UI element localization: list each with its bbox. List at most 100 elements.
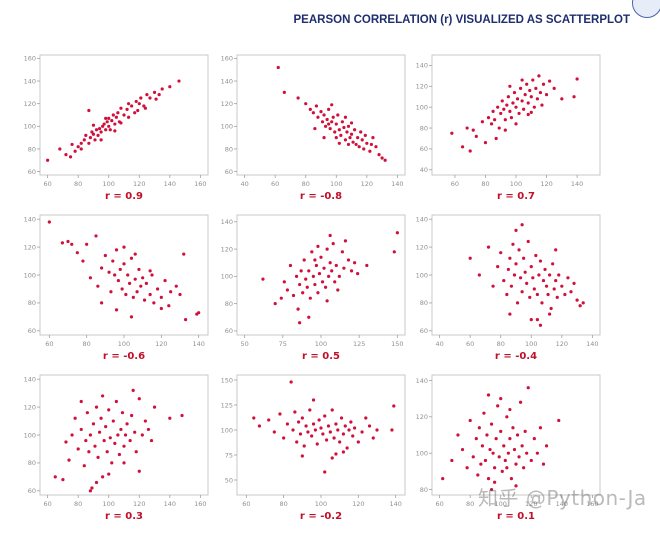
data-point xyxy=(343,424,347,428)
data-point xyxy=(91,422,96,426)
data-point xyxy=(334,136,338,140)
data-point xyxy=(311,398,316,402)
data-point xyxy=(114,399,118,404)
data-point xyxy=(468,418,472,423)
data-point xyxy=(70,433,74,437)
data-point xyxy=(119,121,123,125)
data-point xyxy=(96,284,100,288)
x-tick-label: 100 xyxy=(510,180,522,188)
data-point xyxy=(572,95,576,99)
data-point xyxy=(85,242,89,246)
x-tick-label: 160 xyxy=(194,500,206,508)
y-tick-label: 140 xyxy=(24,77,36,85)
data-point xyxy=(343,138,348,142)
data-point xyxy=(529,265,533,269)
x-tick-label: 80 xyxy=(302,180,310,188)
data-point xyxy=(148,96,152,100)
data-point xyxy=(159,306,163,311)
data-point xyxy=(73,416,77,420)
data-point xyxy=(554,248,558,252)
data-point xyxy=(70,242,74,246)
data-point xyxy=(338,440,342,444)
data-point xyxy=(84,133,88,137)
data-point xyxy=(497,455,501,459)
y-tick-label: 140 xyxy=(221,77,233,85)
data-point xyxy=(511,242,515,246)
x-tick-label: 40 xyxy=(240,180,248,188)
data-point xyxy=(356,272,360,276)
data-point xyxy=(102,122,106,126)
data-point xyxy=(168,416,172,420)
data-point xyxy=(101,394,105,398)
data-point xyxy=(339,133,343,137)
data-point xyxy=(319,255,323,259)
data-point xyxy=(308,107,312,111)
y-tick-label: 80 xyxy=(28,459,36,467)
data-point xyxy=(325,438,329,442)
data-point xyxy=(64,153,68,157)
data-point xyxy=(544,444,549,448)
data-point xyxy=(144,281,148,285)
data-point xyxy=(371,436,375,440)
data-point xyxy=(79,147,83,151)
x-tick-label: 140 xyxy=(571,180,583,188)
data-point xyxy=(500,99,504,103)
data-point xyxy=(482,411,486,415)
data-point xyxy=(130,104,134,108)
data-point xyxy=(557,418,561,423)
data-point xyxy=(87,108,91,113)
data-point xyxy=(320,280,325,284)
data-point xyxy=(333,130,337,134)
x-tick-label: 140 xyxy=(164,180,176,188)
data-point xyxy=(118,267,122,272)
data-point xyxy=(336,113,340,117)
data-point xyxy=(543,267,547,272)
data-point xyxy=(499,397,503,401)
data-point xyxy=(134,450,138,454)
data-point xyxy=(515,433,520,437)
data-point xyxy=(456,433,460,437)
data-point xyxy=(496,265,500,269)
data-point xyxy=(167,304,171,308)
data-point xyxy=(508,312,512,316)
data-point xyxy=(499,251,503,255)
data-point xyxy=(305,285,309,289)
data-point xyxy=(150,273,154,277)
data-point xyxy=(128,281,132,285)
data-point xyxy=(300,416,304,420)
data-point xyxy=(337,128,341,132)
data-point xyxy=(486,245,491,249)
data-point xyxy=(450,458,454,463)
data-point xyxy=(88,276,92,280)
data-point xyxy=(135,290,139,294)
y-tick-label: 120 xyxy=(416,413,428,421)
y-tick-label: 100 xyxy=(24,271,36,279)
data-point xyxy=(535,97,539,101)
data-point xyxy=(152,405,157,409)
data-point xyxy=(334,422,338,426)
x-tick-label: 140 xyxy=(556,500,568,508)
data-point xyxy=(141,276,145,280)
data-point xyxy=(96,455,100,459)
data-point xyxy=(548,79,552,83)
data-point xyxy=(331,115,335,119)
data-point xyxy=(129,315,134,319)
data-point xyxy=(111,113,115,117)
data-point xyxy=(528,88,532,93)
data-point xyxy=(522,107,526,111)
x-tick-label: 80 xyxy=(74,180,82,188)
x-tick-label: 100 xyxy=(525,340,537,348)
data-point xyxy=(342,125,346,130)
data-point xyxy=(70,142,74,147)
scatter-panel-6: 40 60 80 100 120 140 60 80 100 120 140 r = -0.4 xyxy=(416,214,601,362)
data-point xyxy=(359,130,363,134)
data-point xyxy=(488,447,492,452)
data-point xyxy=(508,256,512,260)
data-point xyxy=(341,450,345,454)
watermark: 知乎 @Python-Ja xyxy=(478,486,647,510)
data-point xyxy=(514,262,518,266)
data-point xyxy=(79,399,83,404)
data-point xyxy=(113,122,117,126)
data-point xyxy=(114,115,118,119)
data-point xyxy=(111,259,115,263)
